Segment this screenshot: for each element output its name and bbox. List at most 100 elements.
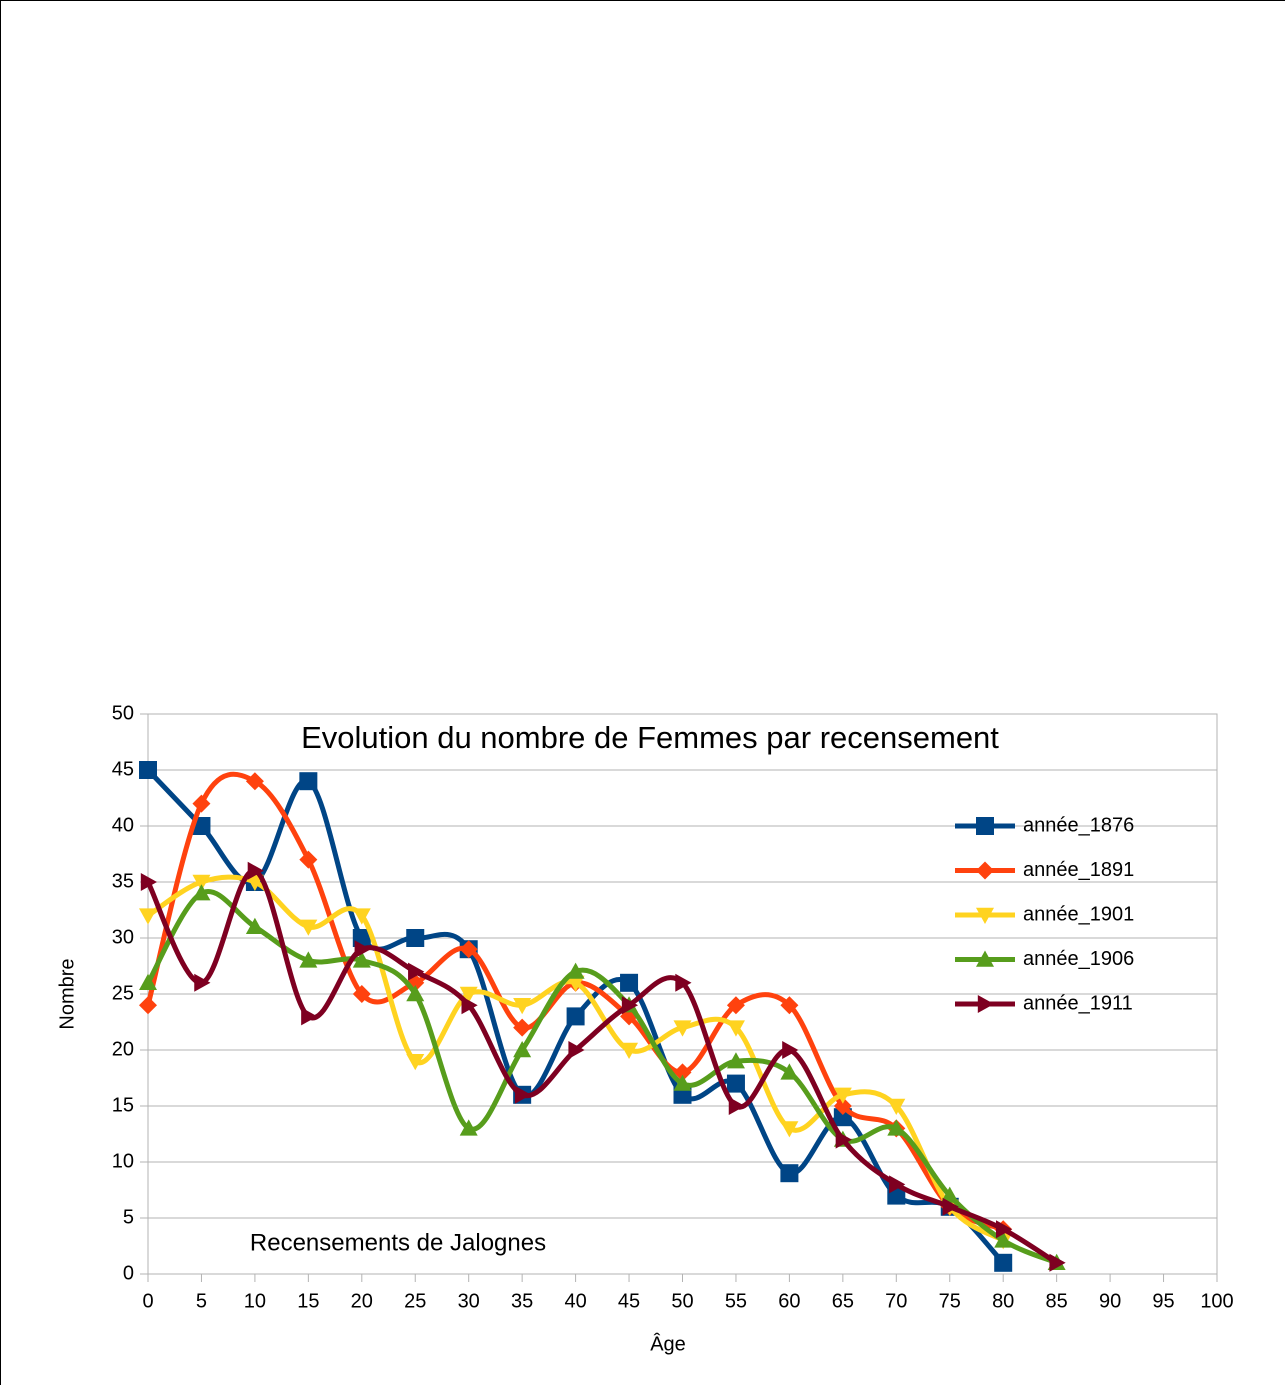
marker <box>780 1121 799 1138</box>
y-axis-label: Nombre <box>56 958 78 1029</box>
x-tick-label: 25 <box>404 1290 426 1312</box>
y-tick-label: 45 <box>112 758 134 780</box>
legend-label: année_1906 <box>1023 948 1134 970</box>
marker <box>140 873 157 891</box>
marker <box>406 1054 425 1071</box>
marker <box>245 772 264 791</box>
marker <box>192 874 211 891</box>
marker <box>513 1018 532 1037</box>
x-tick-label: 15 <box>297 1290 319 1312</box>
y-tick-label: 50 <box>112 702 134 724</box>
annotation: Recensements de Jalognes <box>250 1229 546 1256</box>
series <box>140 861 1066 1272</box>
x-tick-label: 20 <box>351 1290 373 1312</box>
marker <box>354 940 371 959</box>
marker <box>1049 1253 1066 1272</box>
marker <box>192 884 211 901</box>
marker <box>780 996 799 1015</box>
x-tick-label: 35 <box>511 1290 533 1312</box>
marker <box>566 962 585 979</box>
series <box>139 771 1013 1239</box>
marker <box>976 817 994 835</box>
x-tick-label: 30 <box>458 1290 480 1312</box>
marker <box>139 973 157 990</box>
y-tick-label: 0 <box>123 1262 134 1284</box>
x-tick-label: 50 <box>671 1290 693 1312</box>
marker <box>247 861 264 880</box>
marker <box>835 1130 852 1149</box>
y-tick-label: 20 <box>112 1038 134 1060</box>
legend-label: année_1911 <box>1023 992 1133 1014</box>
marker <box>942 1197 959 1216</box>
marker <box>675 973 692 992</box>
marker <box>782 1041 799 1059</box>
marker <box>833 1087 852 1104</box>
x-tick-label: 65 <box>832 1290 854 1312</box>
marker <box>726 1020 745 1037</box>
x-tick-label: 10 <box>244 1290 266 1312</box>
marker <box>566 975 585 992</box>
marker <box>139 996 157 1015</box>
marker <box>673 1074 692 1091</box>
x-tick-label: 70 <box>885 1290 907 1312</box>
x-tick-label: 45 <box>618 1290 640 1312</box>
marker <box>299 850 318 869</box>
legend-label: année_1876 <box>1023 814 1134 836</box>
chart-title: Evolution du nombre de Femmes par recens… <box>301 720 999 755</box>
x-tick-label: 85 <box>1046 1290 1068 1312</box>
x-tick-label: 60 <box>778 1290 800 1312</box>
marker <box>726 996 745 1015</box>
marker <box>673 1020 692 1037</box>
y-tick-label: 5 <box>123 1206 134 1228</box>
series <box>139 884 1066 1270</box>
x-tick-label: 0 <box>142 1290 153 1312</box>
series <box>139 761 1013 1272</box>
marker <box>459 986 478 1003</box>
marker <box>139 908 157 925</box>
y-tick-label: 10 <box>112 1150 134 1172</box>
marker <box>352 951 371 968</box>
marker <box>299 951 318 968</box>
y-tick-label: 15 <box>112 1094 134 1116</box>
marker <box>833 1097 852 1115</box>
marker <box>192 794 211 813</box>
marker <box>887 1119 906 1136</box>
y-tick-label: 25 <box>112 982 134 1004</box>
y-tick-label: 40 <box>112 814 134 836</box>
marker <box>194 973 211 992</box>
marker <box>352 985 371 1003</box>
x-tick-label: 5 <box>196 1290 207 1312</box>
marker <box>994 1231 1013 1248</box>
marker <box>621 996 639 1015</box>
marker <box>976 950 994 967</box>
legend-label: année_1901 <box>1023 903 1134 925</box>
y-tick-label: 30 <box>112 926 134 948</box>
marker <box>566 1007 585 1026</box>
x-tick-label: 100 <box>1200 1290 1233 1312</box>
marker <box>301 1007 318 1026</box>
marker <box>245 917 264 934</box>
marker <box>620 1042 639 1059</box>
x-tick-label: 75 <box>939 1290 961 1312</box>
y-tick-label: 35 <box>112 870 134 892</box>
marker <box>139 761 157 779</box>
marker <box>996 1220 1013 1239</box>
marker <box>459 940 478 959</box>
marker <box>513 998 532 1015</box>
marker <box>459 1119 478 1136</box>
marker <box>352 908 371 925</box>
marker <box>976 861 994 880</box>
marker <box>994 1253 1013 1272</box>
marker <box>514 1085 532 1104</box>
marker <box>726 1052 745 1069</box>
marker <box>299 919 318 936</box>
x-tick-label: 95 <box>1152 1290 1174 1312</box>
marker <box>889 1175 906 1194</box>
x-tick-label: 55 <box>725 1290 747 1312</box>
x-tick-label: 80 <box>992 1290 1014 1312</box>
marker <box>728 1097 745 1115</box>
series-line <box>146 874 1005 1243</box>
